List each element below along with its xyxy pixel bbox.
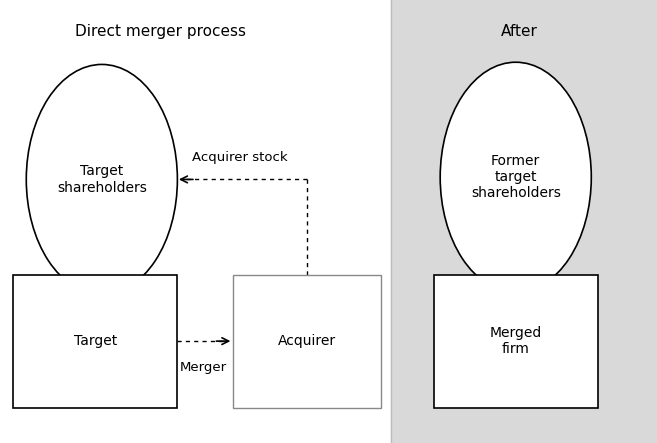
Text: Acquirer stock: Acquirer stock (192, 151, 288, 164)
Text: Target
shareholders: Target shareholders (57, 164, 147, 194)
Bar (13, 275, 177, 408)
Text: Direct merger process: Direct merger process (76, 23, 246, 39)
Bar (434, 275, 598, 408)
Ellipse shape (440, 62, 591, 292)
Bar (391, 0, 657, 443)
Text: Merger: Merger (180, 361, 227, 374)
Ellipse shape (26, 64, 177, 295)
Text: After: After (501, 23, 537, 39)
Text: Acquirer: Acquirer (278, 334, 336, 348)
Text: Target: Target (74, 334, 117, 348)
Text: Former
target
shareholders: Former target shareholders (471, 154, 560, 200)
Bar (0, 0, 391, 443)
Text: Merged
firm: Merged firm (489, 326, 542, 356)
Bar (233, 275, 381, 408)
